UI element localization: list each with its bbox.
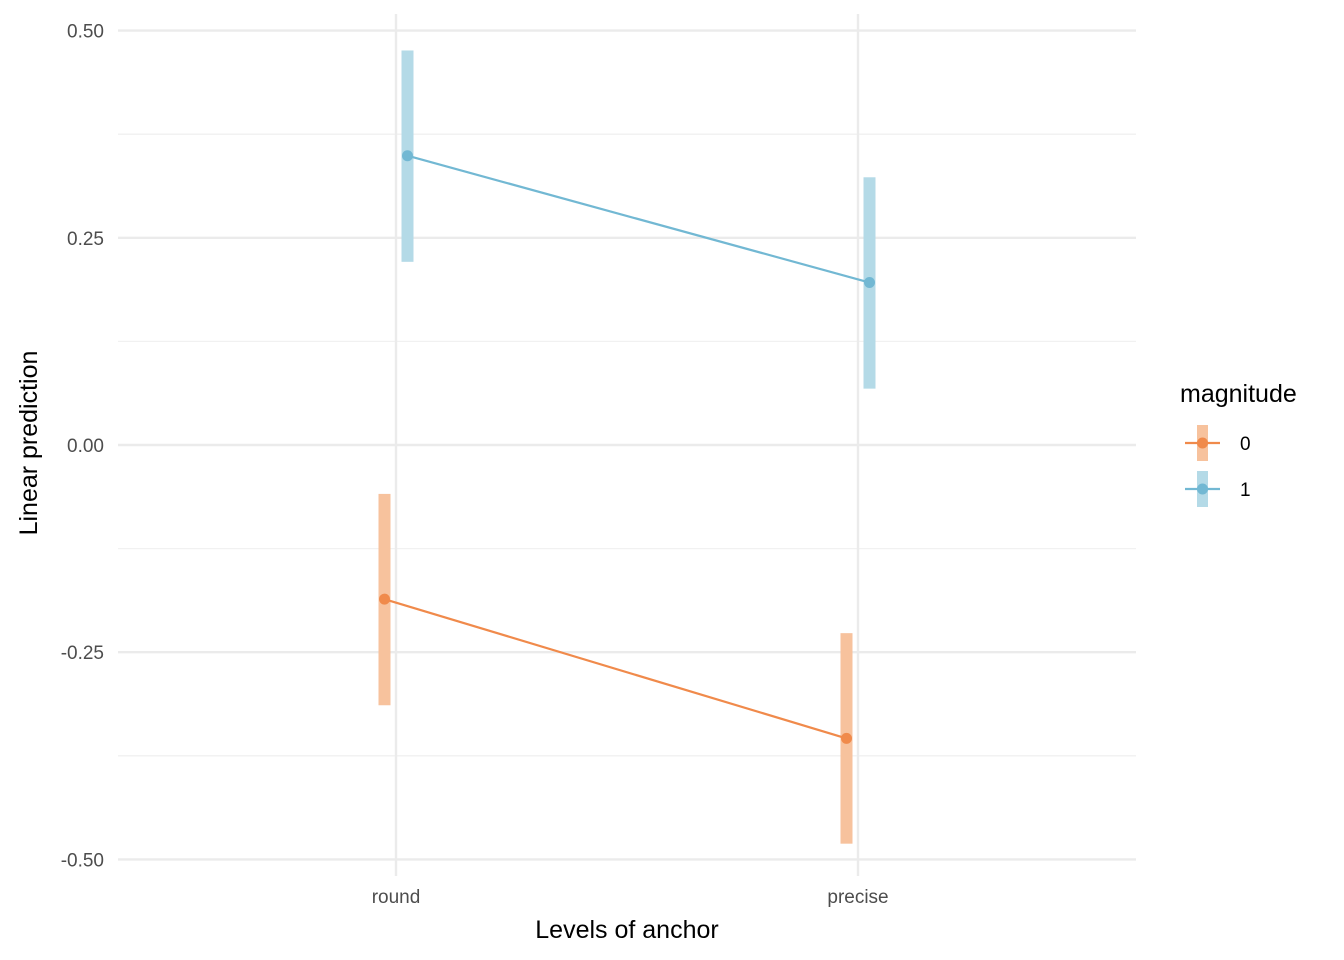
legend-item: 1: [1185, 471, 1251, 507]
x-tick-label: precise: [827, 887, 888, 908]
legend-label: 0: [1240, 434, 1251, 455]
legend-key-point: [1197, 437, 1208, 449]
legend-item: 0: [1185, 425, 1251, 461]
y-tick-label: 0.25: [67, 229, 104, 250]
legend-label: 1: [1240, 480, 1251, 501]
y-tick-label: 0.00: [67, 436, 104, 457]
y-tick-label: 0.50: [67, 22, 104, 43]
series-line: [407, 154, 870, 284]
series-lines: [384, 154, 870, 740]
series-points: [379, 150, 875, 744]
y-tick-label: -0.25: [61, 643, 104, 664]
y-axis-title: Linear prediction: [15, 351, 43, 536]
data-point: [402, 150, 413, 162]
y-tick-label: -0.50: [61, 850, 104, 871]
y-tick-labels: 0.50 0.25 0.00 -0.25 -0.50: [61, 22, 104, 872]
grid: [118, 14, 1136, 876]
data-point: [864, 277, 875, 289]
legend: magnitude 01: [1180, 380, 1297, 507]
legend-title: magnitude: [1180, 380, 1297, 408]
x-tick-labels: round precise: [372, 887, 889, 908]
legend-key-point: [1197, 483, 1208, 495]
data-point: [379, 593, 390, 605]
data-point: [841, 732, 852, 744]
series-line: [384, 598, 847, 740]
x-tick-label: round: [372, 887, 421, 908]
x-axis-title: Levels of anchor: [535, 916, 718, 944]
legend-items: 01: [1185, 425, 1251, 507]
